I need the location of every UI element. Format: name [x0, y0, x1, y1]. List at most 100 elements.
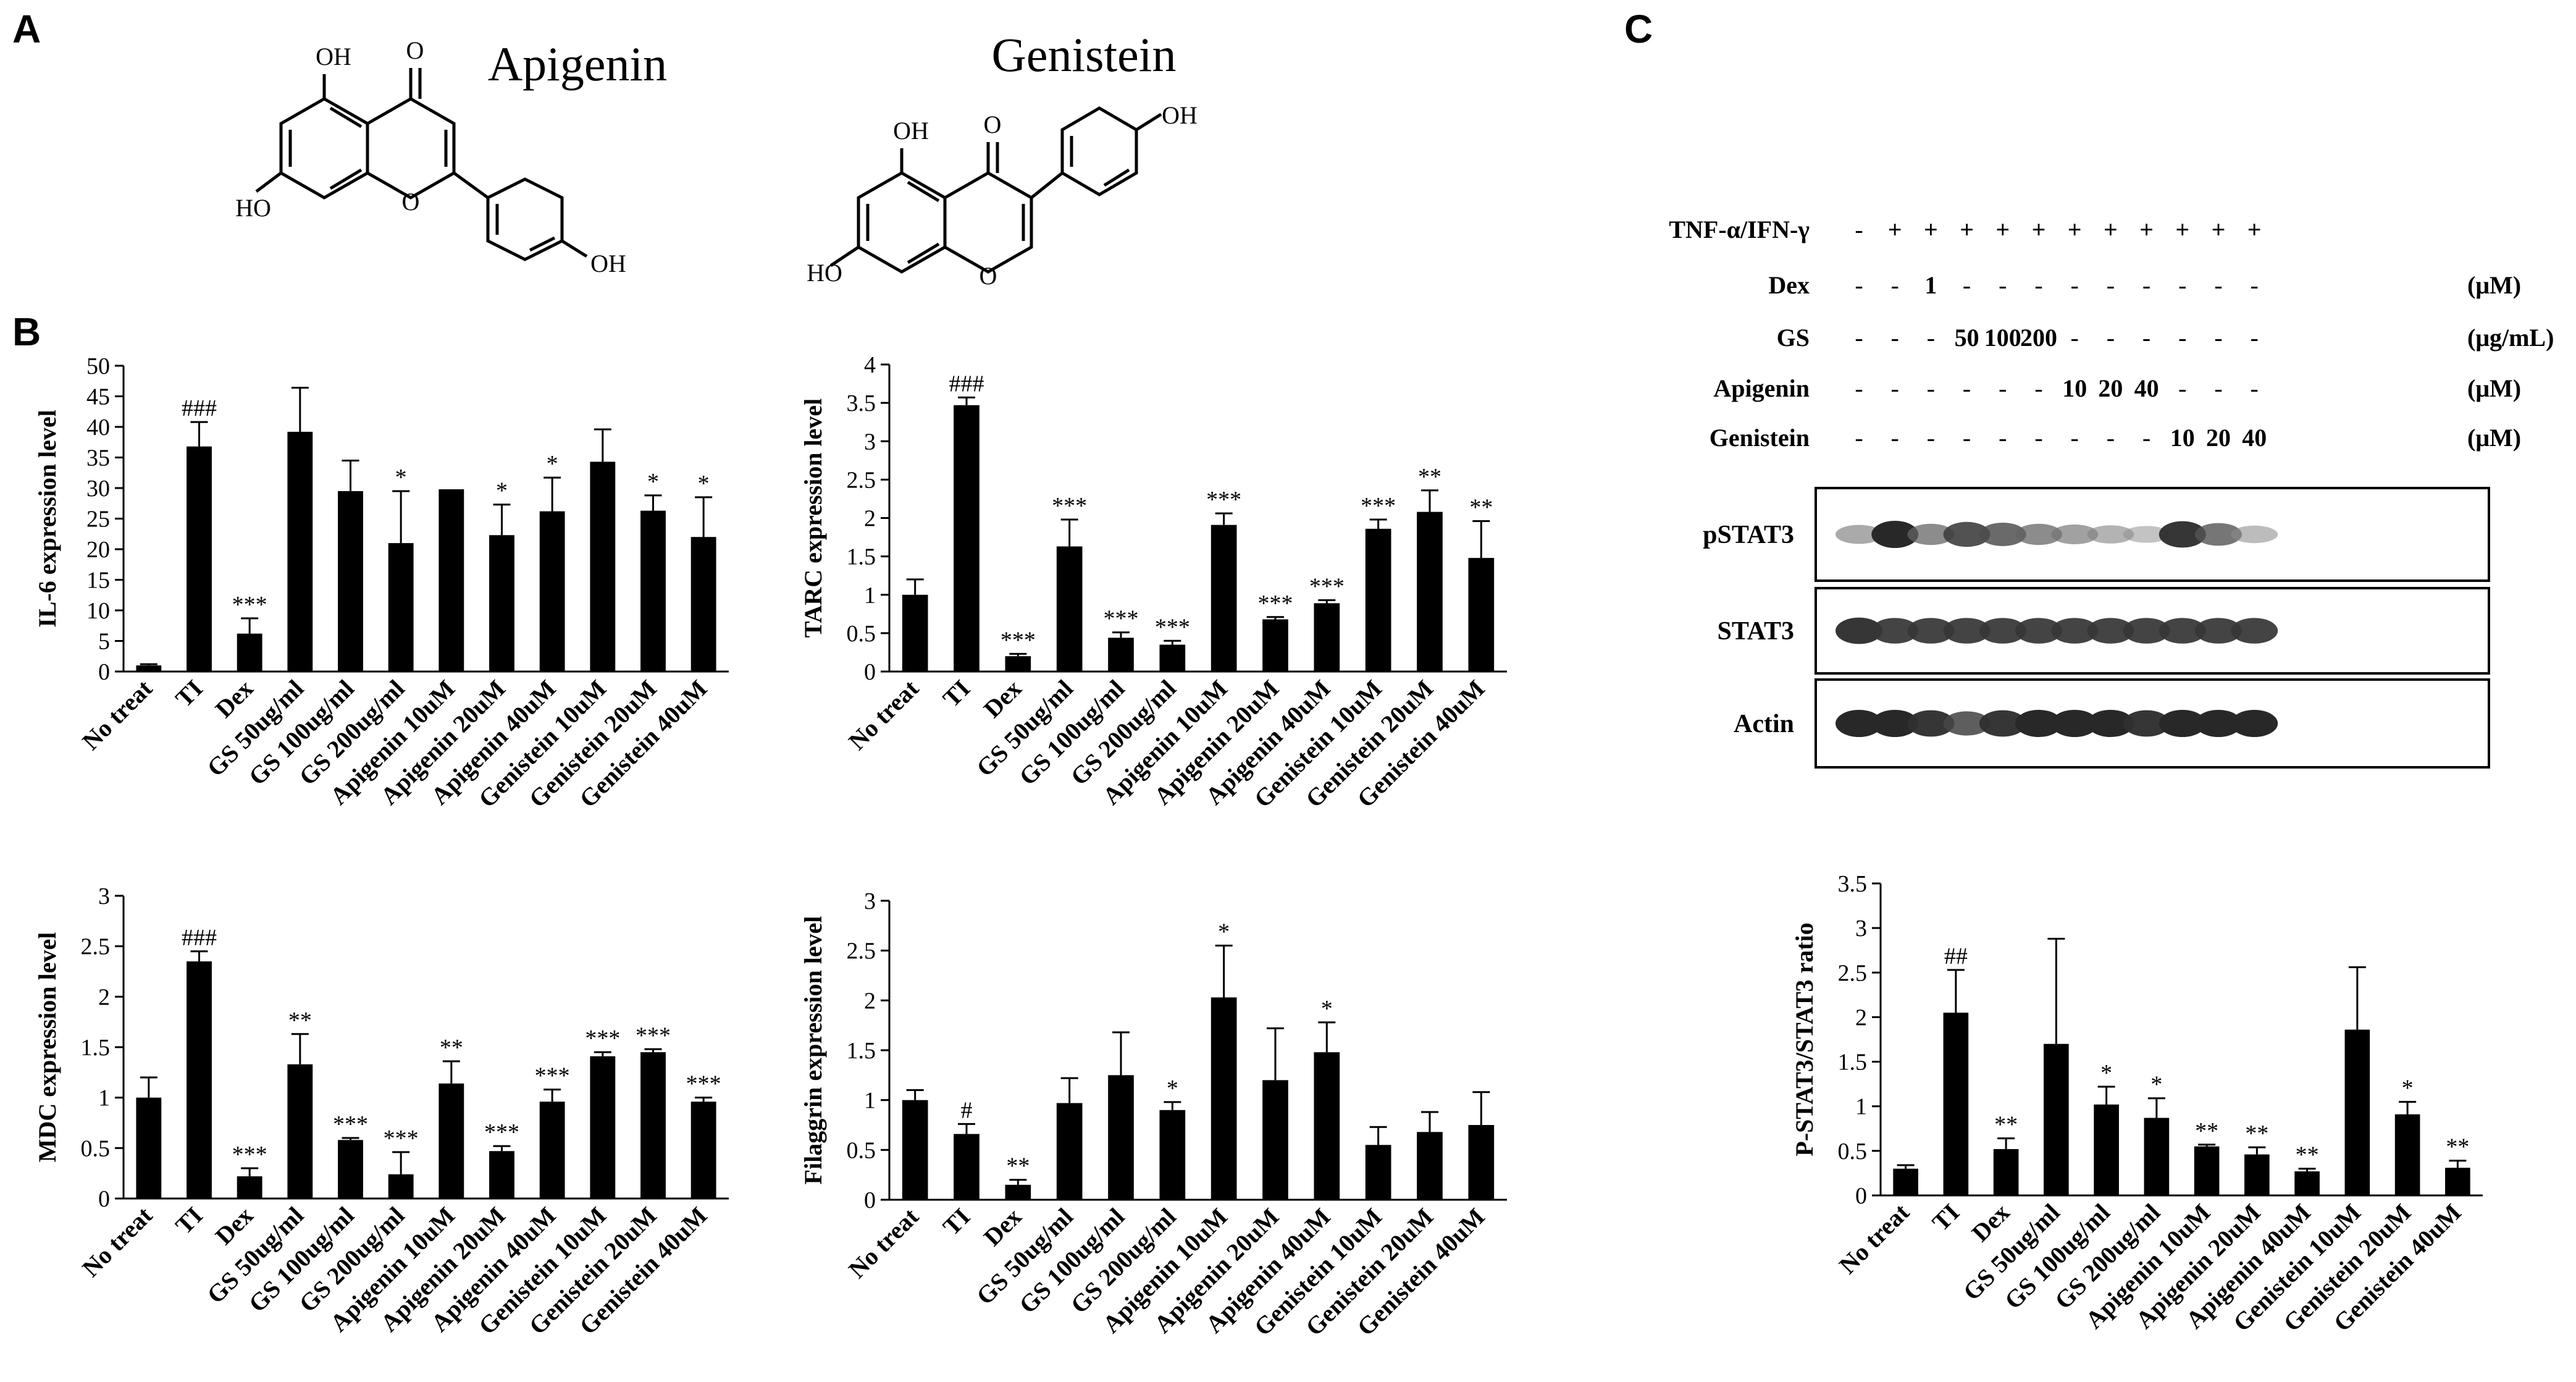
y-axis-label: TARC expression level	[799, 398, 827, 638]
y-tick-label: 3	[98, 883, 110, 909]
treatment-value: -	[1927, 324, 1935, 352]
y-tick-label: 0.5	[81, 1136, 111, 1161]
significance-label: **	[440, 1035, 463, 1061]
bar	[1468, 1125, 1495, 1200]
treatment-value: +	[2139, 216, 2154, 243]
genistein-label-o1: O	[984, 111, 1002, 138]
treatment-value: 20	[2098, 374, 2123, 402]
blot-band	[2231, 618, 2278, 644]
treatment-value: +	[1960, 216, 1974, 243]
bar	[1056, 546, 1083, 672]
treatment-value: 40	[2134, 374, 2159, 402]
blot-band	[1907, 710, 1955, 737]
bar	[489, 535, 514, 672]
significance-label: ***	[1001, 627, 1036, 653]
treatment-value: -	[1963, 374, 1971, 402]
treatment-unit: (μM)	[2467, 271, 2521, 299]
y-tick-label: 2	[864, 506, 876, 532]
bar	[2044, 1043, 2069, 1195]
treatment-value: +	[2247, 216, 2262, 243]
blot-band	[1979, 523, 2026, 546]
y-tick-label: 0.5	[1838, 1139, 1868, 1165]
y-axis-label: IL-6 expression level	[33, 410, 61, 628]
bar	[1993, 1148, 2019, 1195]
significance-label: ###	[182, 925, 217, 951]
blot-band	[1871, 618, 1919, 644]
apigenin-label-o1: O	[406, 36, 424, 64]
bar	[1468, 558, 1495, 672]
significance-label: **	[2296, 1142, 2319, 1168]
treatment-value: -	[2142, 424, 2150, 452]
treatment-value: -	[2107, 424, 2115, 452]
apigenin-label-oh1: OH	[316, 43, 351, 70]
significance-label: *	[547, 451, 558, 477]
treatment-value: -	[2071, 424, 2079, 452]
blot-band	[1979, 710, 2026, 737]
significance-label: ###	[949, 371, 984, 397]
treatment-value: +	[1924, 216, 1938, 243]
treatment-value: -	[2034, 374, 2042, 402]
y-axis-label: P-STAT3/STAT3 ratio	[1790, 922, 1818, 1156]
blot-label: STAT3	[1718, 617, 1794, 646]
bar	[187, 961, 212, 1199]
y-tick-label: 35	[86, 445, 110, 471]
y-tick-label: 3	[864, 888, 876, 914]
treatment-value: -	[2251, 324, 2259, 352]
x-tick-label: No treat	[77, 674, 158, 756]
treatment-value: -	[1891, 271, 1899, 299]
chart-4: 0 0.5 1 1.5 2 2.5 3 Filaggrin expression level N…	[799, 888, 1507, 1341]
blot-band	[1943, 521, 1991, 547]
bar	[2445, 1168, 2470, 1195]
treatment-value: -	[2034, 424, 2042, 452]
bar	[338, 1140, 363, 1199]
apigenin-label-o2: O	[402, 188, 420, 216]
significance-label: ***	[535, 1063, 570, 1089]
significance-label: **	[2195, 1118, 2218, 1144]
genistein-structure	[829, 106, 1162, 274]
significance-label: *	[2402, 1076, 2414, 1102]
apigenin-label-oh2: OH	[590, 250, 626, 277]
treatment-value: -	[1855, 374, 1863, 402]
bar	[1365, 1145, 1391, 1200]
bar	[954, 405, 980, 672]
apigenin-name: Apigenin	[488, 37, 667, 91]
bar	[1159, 644, 1186, 672]
bar	[338, 491, 363, 672]
blot-band	[2159, 521, 2206, 548]
bar	[954, 1134, 980, 1200]
bar	[640, 510, 666, 672]
treatment-value: -	[1891, 324, 1899, 352]
y-tick-label: 1.5	[1838, 1050, 1868, 1076]
western-blot-panel: TNF-α/IFN-γ - + + + + + + + + + + +Dex - -1- - - - - - - - - (μ…	[1669, 216, 2554, 769]
blot-band	[2087, 710, 2134, 737]
bar	[1108, 1075, 1134, 1200]
treatment-value: 20	[2206, 424, 2231, 452]
y-tick-label: 0	[98, 659, 110, 685]
significance-label: ***	[1361, 493, 1396, 519]
blot-band	[2123, 710, 2170, 737]
blot-band	[1836, 617, 1882, 644]
significance-label: *	[395, 465, 407, 491]
bar	[1417, 512, 1443, 672]
bar	[640, 1052, 666, 1199]
bar	[489, 1151, 514, 1199]
bar	[2244, 1154, 2270, 1195]
blot-band	[2231, 525, 2278, 544]
y-tick-label: 3.5	[1838, 871, 1868, 897]
significance-label: *	[698, 471, 710, 497]
significance-label: ***	[1052, 493, 1087, 519]
x-tick-label: No treat	[843, 1202, 925, 1284]
significance-label: *	[1167, 1076, 1178, 1102]
treatment-value: -	[2107, 324, 2115, 352]
bar	[2094, 1104, 2119, 1195]
blot-band	[2123, 618, 2170, 644]
y-tick-label: 30	[86, 476, 110, 502]
significance-label: ***	[232, 1142, 267, 1168]
bar	[388, 543, 414, 672]
apigenin-label-ho: HO	[235, 194, 271, 222]
significance-label: **	[1994, 1112, 2018, 1138]
treatment-label: GS	[1777, 324, 1810, 352]
treatment-value: -	[2142, 271, 2150, 299]
treatment-value: -	[1963, 424, 1971, 452]
